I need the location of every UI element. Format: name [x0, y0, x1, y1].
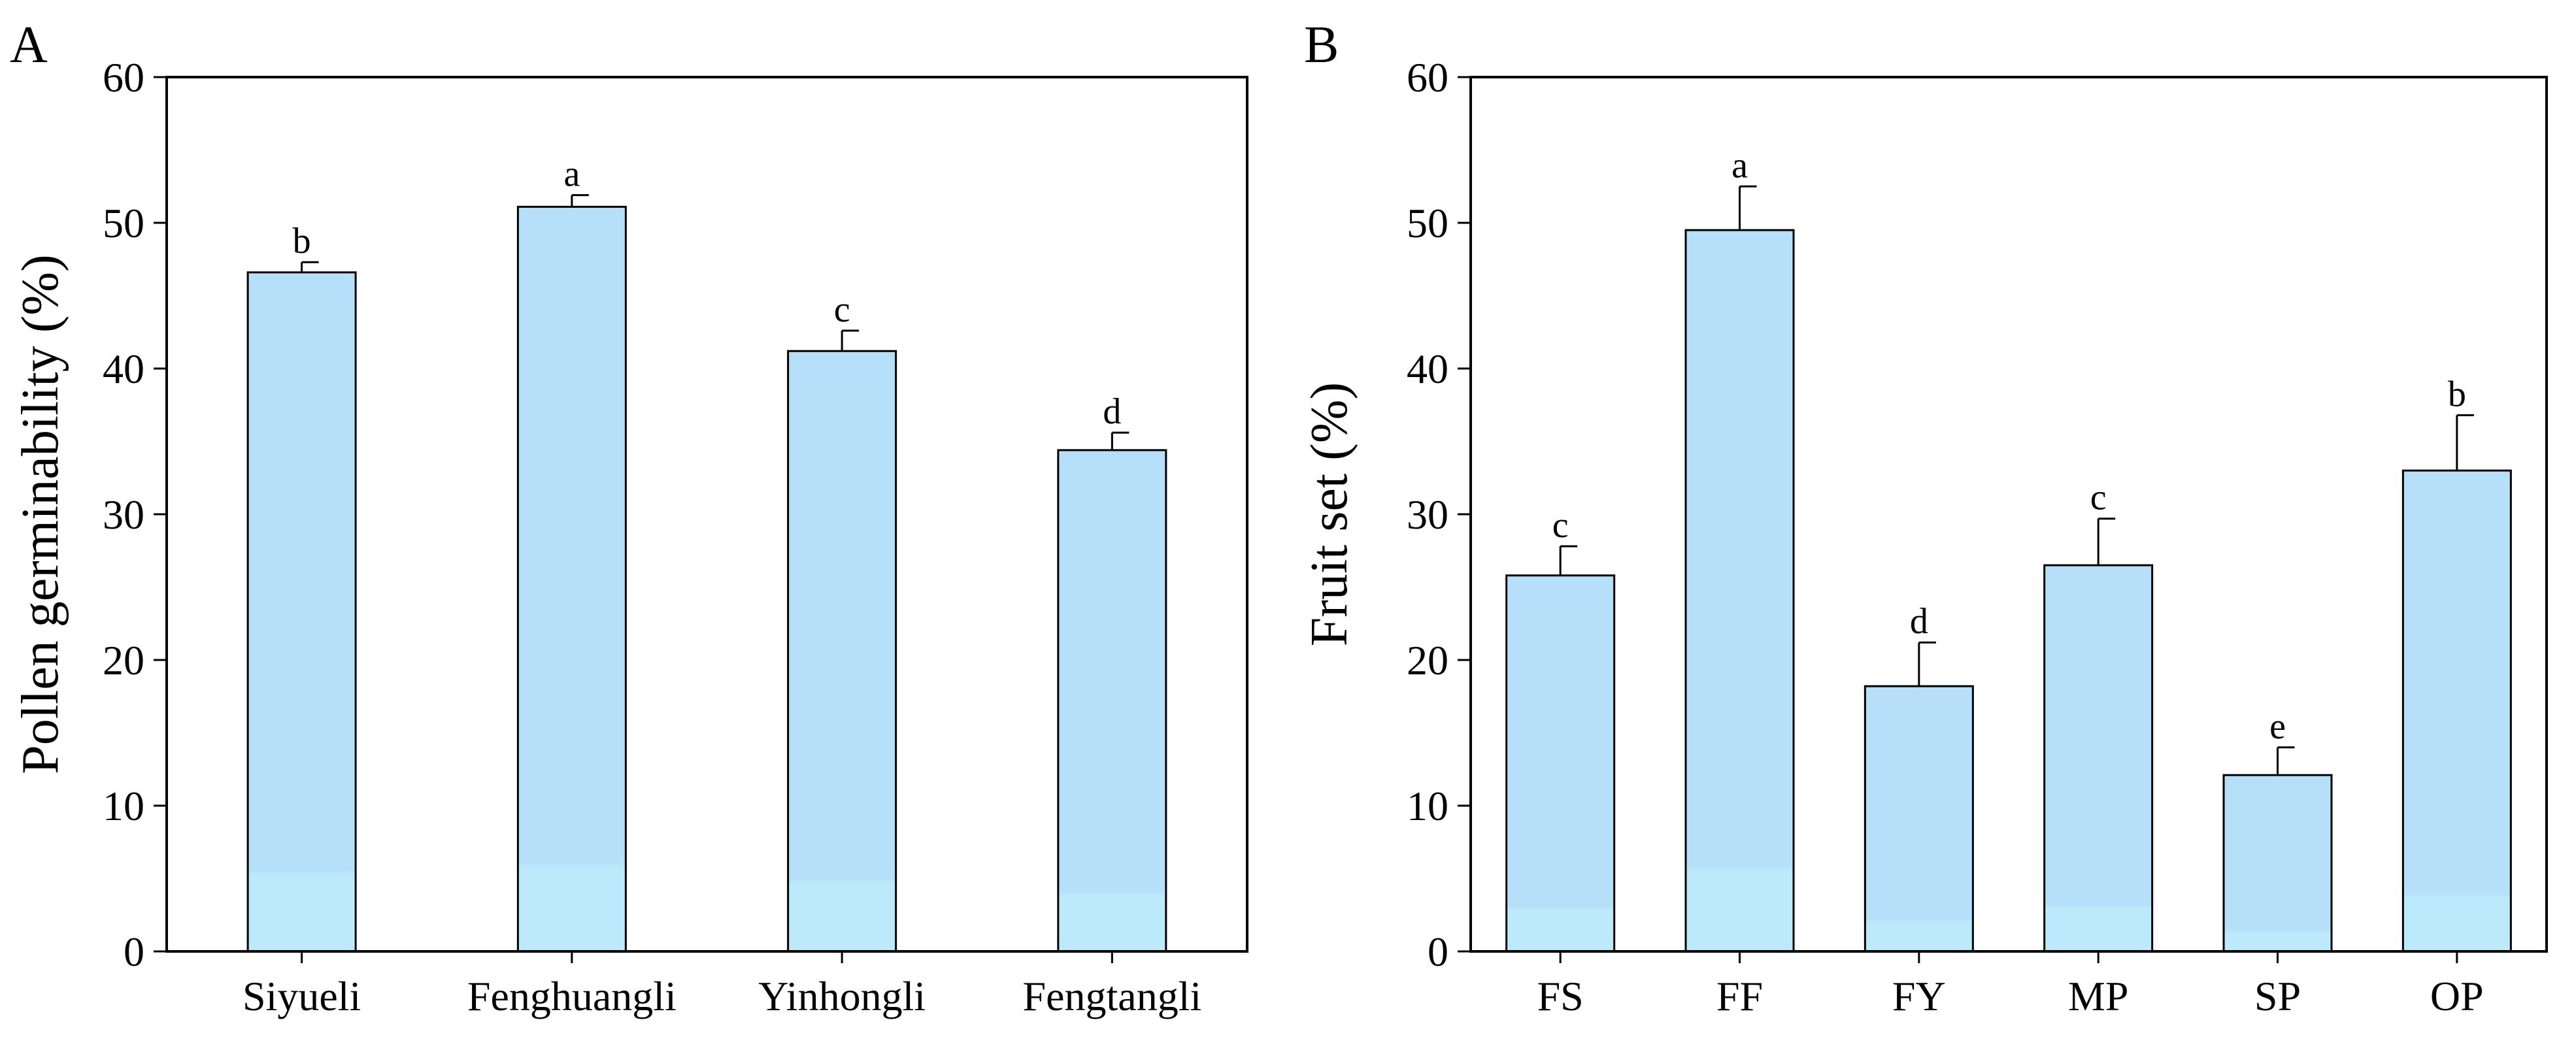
- b-y-axis-title: Fruit set (%): [1301, 382, 1358, 646]
- a-y-tick-label: 20: [103, 637, 144, 683]
- b-plot-frame: [1469, 76, 2548, 953]
- b-significance-label: e: [2269, 706, 2286, 747]
- b-y-tick-label: 40: [1407, 346, 1448, 392]
- a-x-tick-label: Yinhongli: [758, 973, 926, 1019]
- b-significance-label: d: [1910, 601, 1928, 642]
- b-y-tick-label: 60: [1407, 54, 1448, 101]
- b-bar-sp: [2222, 774, 2333, 953]
- b-significance-label: c: [1552, 505, 1569, 546]
- b-x-tick-label: SP: [2254, 973, 2301, 1019]
- b-significance-label: a: [1731, 145, 1748, 186]
- a-plot-frame: [165, 76, 1248, 953]
- a-bar-siyueli: [246, 271, 357, 953]
- a-significance-label: d: [1103, 391, 1121, 432]
- b-significance-label: b: [2448, 374, 2466, 414]
- a-panel-letter: A: [10, 16, 48, 74]
- b-x-tick-label: FF: [1716, 973, 1763, 1019]
- b-y-tick-label: 30: [1407, 491, 1448, 538]
- panel-b-fruit-set-chart: B Fruit set (%) c FS a FF d FY c MP e SP b OP 0 10 20 30 4…: [1301, 16, 2548, 1019]
- a-x-tick-label: Siyueli: [243, 973, 361, 1019]
- b-panel-letter: B: [1304, 16, 1339, 74]
- b-y-tick-label: 50: [1407, 200, 1448, 246]
- a-y-tick-label: 0: [124, 929, 144, 975]
- a-y-axis-title: Pollen germinability (%): [12, 254, 69, 774]
- b-y-tick-label: 10: [1407, 783, 1448, 829]
- b-x-tick-label: OP: [2430, 973, 2484, 1019]
- a-y-tick-label: 60: [103, 54, 144, 101]
- b-bar-fy: [1864, 685, 1974, 953]
- b-significance-label: c: [2090, 478, 2107, 518]
- b-x-tick-label: FY: [1892, 973, 1946, 1019]
- b-y-tick-label: 20: [1407, 637, 1448, 683]
- b-bar-ff: [1684, 229, 1795, 953]
- b-y-tick-label: 0: [1428, 929, 1448, 975]
- a-bar-yinhongli: [787, 350, 897, 953]
- b-bar-mp: [2043, 564, 2154, 953]
- b-x-tick-label: FS: [1537, 973, 1584, 1019]
- b-bar-op: [2401, 469, 2512, 953]
- a-y-tick-label: 50: [103, 200, 144, 246]
- a-y-tick-label: 10: [103, 783, 144, 829]
- a-significance-label: b: [293, 221, 311, 261]
- b-x-tick-label: MP: [2068, 973, 2129, 1019]
- a-x-tick-label: Fenghuangli: [467, 973, 677, 1019]
- a-significance-label: c: [834, 289, 850, 330]
- a-x-tick-label: Fengtangli: [1023, 973, 1202, 1019]
- a-y-tick-label: 40: [103, 346, 144, 392]
- b-bar-fs: [1505, 574, 1616, 953]
- a-bar-fenghuangli: [516, 205, 627, 953]
- a-bar-fengtangli: [1057, 449, 1167, 953]
- panel-a-pollen-germinability-chart: A Pollen germinability (%) b Siyueli a Fenghu…: [10, 16, 1248, 1019]
- a-y-tick-label: 30: [103, 491, 144, 538]
- a-significance-label: a: [563, 154, 580, 195]
